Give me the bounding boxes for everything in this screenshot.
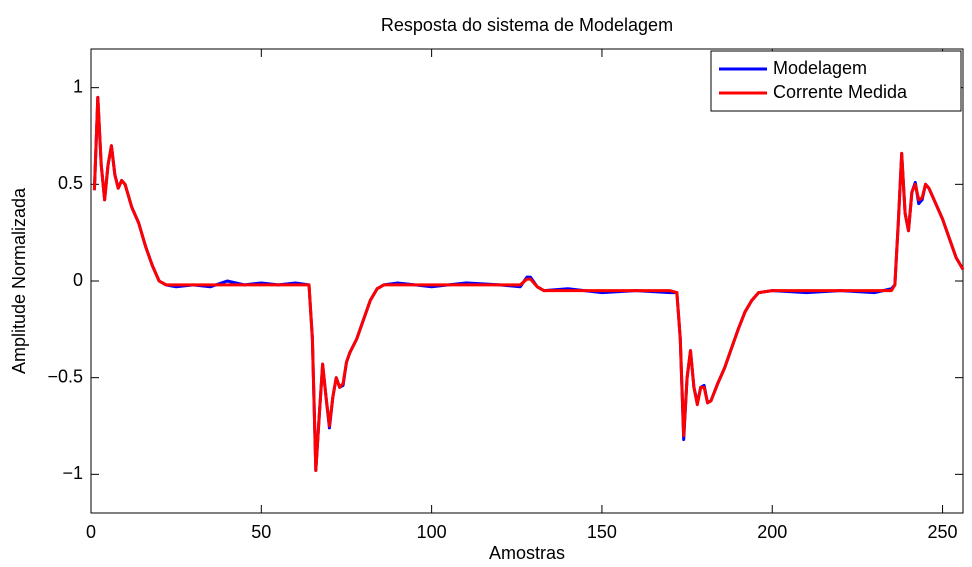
- x-tick-label: 50: [251, 522, 271, 542]
- x-tick-label: 150: [587, 522, 617, 542]
- y-tick-label: −0.5: [47, 366, 83, 386]
- legend-label: Corrente Medida: [773, 82, 908, 102]
- legend-box: [710, 50, 962, 112]
- x-axis-label: Amostras: [489, 543, 565, 563]
- y-tick-label: 0.5: [58, 173, 83, 193]
- x-tick-label: 250: [928, 522, 958, 542]
- x-tick-label: 0: [86, 522, 96, 542]
- y-tick-label: −1: [62, 463, 83, 483]
- chart-title: Resposta do sistema de Modelagem: [381, 15, 673, 35]
- legend-label: Modelagem: [773, 58, 867, 78]
- y-tick-label: 1: [73, 76, 83, 96]
- x-tick-label: 200: [757, 522, 787, 542]
- data-line: [92, 95, 965, 472]
- y-axis-label: Amplitude Normalizada: [9, 187, 29, 374]
- x-tick-label: 100: [417, 522, 447, 542]
- y-tick-label: 0: [73, 270, 83, 290]
